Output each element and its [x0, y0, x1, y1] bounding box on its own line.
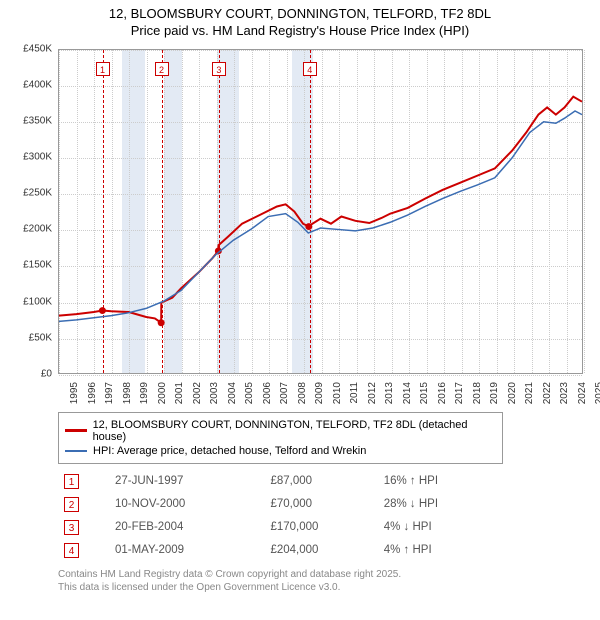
chart-container: 12, BLOOMSBURY COURT, DONNINGTON, TELFOR…	[0, 0, 600, 602]
event-date-cell: 10-NOV-2000	[109, 493, 264, 516]
x-tick-label: 1995	[69, 382, 80, 404]
x-tick-label: 2009	[314, 382, 325, 404]
event-marker-label: 2	[155, 62, 169, 76]
event-marker-label: 1	[96, 62, 110, 76]
data-point-marker	[99, 307, 106, 314]
event-price-cell: £204,000	[264, 539, 377, 562]
x-tick-label: 1996	[87, 382, 98, 404]
event-number-badge: 3	[64, 520, 79, 535]
footer-line2: This data is licensed under the Open Gov…	[58, 581, 503, 594]
x-tick-label: 2010	[332, 382, 343, 404]
x-tick-label: 2004	[227, 382, 238, 404]
y-tick-label: £350K	[23, 116, 52, 127]
legend-swatch-red	[65, 429, 87, 432]
x-tick-label: 2016	[437, 382, 448, 404]
title-subtitle: Price paid vs. HM Land Registry's House …	[10, 23, 590, 40]
x-tick-label: 2023	[559, 382, 570, 404]
x-axis: 1995 1996 1997 1998 1999 2000 2001 2002 2003 2004…	[58, 376, 583, 404]
footer: Contains HM Land Registry data © Crown c…	[58, 568, 503, 594]
legend-swatch-blue	[65, 450, 87, 452]
y-tick-label: £150K	[23, 260, 52, 271]
x-tick-label: 2003	[209, 382, 220, 404]
y-tick-label: £0	[41, 368, 52, 379]
legend-label-red: 12, BLOOMSBURY COURT, DONNINGTON, TELFOR…	[93, 419, 496, 443]
y-tick-label: £400K	[23, 79, 52, 90]
legend-item-blue: HPI: Average price, detached house, Telf…	[65, 445, 496, 457]
chart-title: 12, BLOOMSBURY COURT, DONNINGTON, TELFOR…	[10, 6, 590, 40]
event-change-cell: 4% ↓ HPI	[378, 516, 503, 539]
table-row: 2 10-NOV-2000£70,00028% ↓ HPI	[58, 493, 503, 516]
y-tick-label: £50K	[29, 332, 52, 343]
x-tick-label: 2025	[594, 382, 600, 404]
event-price-cell: £170,000	[264, 516, 377, 539]
event-change-cell: 4% ↑ HPI	[378, 539, 503, 562]
x-tick-label: 2022	[542, 382, 553, 404]
event-number-badge: 1	[64, 474, 79, 489]
event-date-cell: 20-FEB-2004	[109, 516, 264, 539]
gridline	[584, 50, 585, 373]
legend: 12, BLOOMSBURY COURT, DONNINGTON, TELFOR…	[58, 412, 503, 464]
legend-label-blue: HPI: Average price, detached house, Telf…	[93, 445, 366, 457]
plot-area: 1 2 3 4	[58, 49, 583, 374]
x-tick-label: 2005	[244, 382, 255, 404]
x-tick-label: 2012	[367, 382, 378, 404]
x-tick-label: 2011	[349, 382, 360, 404]
event-price-cell: £87,000	[264, 470, 377, 493]
y-tick-label: £200K	[23, 224, 52, 235]
table-row: 1 27-JUN-1997£87,00016% ↑ HPI	[58, 470, 503, 493]
x-tick-label: 2019	[489, 382, 500, 404]
y-tick-label: £250K	[23, 188, 52, 199]
x-tick-label: 2024	[577, 382, 588, 404]
x-tick-label: 2000	[157, 382, 168, 404]
x-tick-label: 2020	[507, 382, 518, 404]
y-axis: £0£50K£100K£150K£200K£250K£300K£350K£400…	[10, 49, 56, 374]
series-red	[59, 96, 582, 322]
x-tick-label: 2006	[262, 382, 273, 404]
event-number-cell: 2	[58, 493, 109, 516]
event-number-cell: 1	[58, 470, 109, 493]
x-tick-label: 2002	[192, 382, 203, 404]
event-marker-label: 3	[212, 62, 226, 76]
y-tick-label: £100K	[23, 296, 52, 307]
event-marker-label: 4	[303, 62, 317, 76]
x-tick-label: 2014	[402, 382, 413, 404]
x-tick-label: 2018	[472, 382, 483, 404]
x-tick-label: 2001	[174, 382, 185, 404]
x-tick-label: 2017	[454, 382, 465, 404]
title-address: 12, BLOOMSBURY COURT, DONNINGTON, TELFOR…	[10, 6, 590, 23]
x-tick-label: 2007	[279, 382, 290, 404]
events-table: 1 27-JUN-1997£87,00016% ↑ HPI 2 10-NOV-2000…	[58, 470, 503, 562]
legend-item-red: 12, BLOOMSBURY COURT, DONNINGTON, TELFOR…	[65, 419, 496, 443]
event-number-badge: 2	[64, 497, 79, 512]
event-change-cell: 16% ↑ HPI	[378, 470, 503, 493]
event-number-badge: 4	[64, 543, 79, 558]
event-date-cell: 01-MAY-2009	[109, 539, 264, 562]
y-tick-label: £300K	[23, 152, 52, 163]
chart-area: £0 £50K £100K £150K £200K £250K £300K £350K £400…	[10, 44, 590, 404]
table-row: 4 01-MAY-2009£204,0004% ↑ HPI	[58, 539, 503, 562]
footer-line1: Contains HM Land Registry data © Crown c…	[58, 568, 503, 581]
event-date-cell: 27-JUN-1997	[109, 470, 264, 493]
event-price-cell: £70,000	[264, 493, 377, 516]
x-tick-label: 2021	[524, 382, 535, 404]
x-tick-label: 2013	[384, 382, 395, 404]
event-change-cell: 28% ↓ HPI	[378, 493, 503, 516]
event-number-cell: 4	[58, 539, 109, 562]
line-layer	[59, 50, 582, 373]
data-point-marker	[305, 223, 312, 230]
event-number-cell: 3	[58, 516, 109, 539]
x-tick-label: 1999	[139, 382, 150, 404]
series-blue	[59, 111, 582, 321]
x-tick-label: 2008	[297, 382, 308, 404]
data-point-marker	[158, 319, 165, 326]
x-tick-label: 1998	[122, 382, 133, 404]
x-tick-label: 2015	[419, 382, 430, 404]
x-tick-label: 1997	[104, 382, 115, 404]
table-row: 3 20-FEB-2004£170,0004% ↓ HPI	[58, 516, 503, 539]
y-tick-label: £450K	[23, 43, 52, 54]
